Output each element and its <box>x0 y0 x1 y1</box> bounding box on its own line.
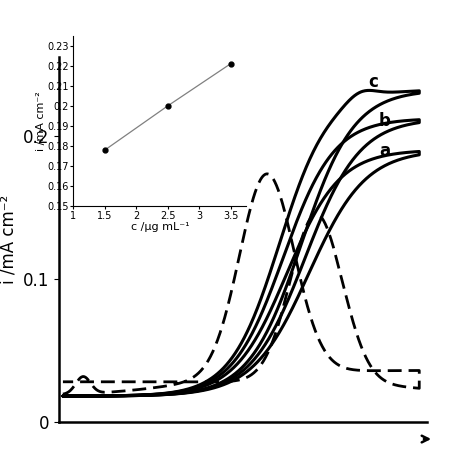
Y-axis label: i /mA cm⁻²: i /mA cm⁻² <box>0 195 18 284</box>
Text: b: b <box>379 111 391 129</box>
X-axis label: c /μg mL⁻¹: c /μg mL⁻¹ <box>131 222 189 232</box>
Text: c: c <box>368 73 378 91</box>
Y-axis label: i /mA cm⁻²: i /mA cm⁻² <box>36 91 46 151</box>
Text: a: a <box>379 142 390 160</box>
